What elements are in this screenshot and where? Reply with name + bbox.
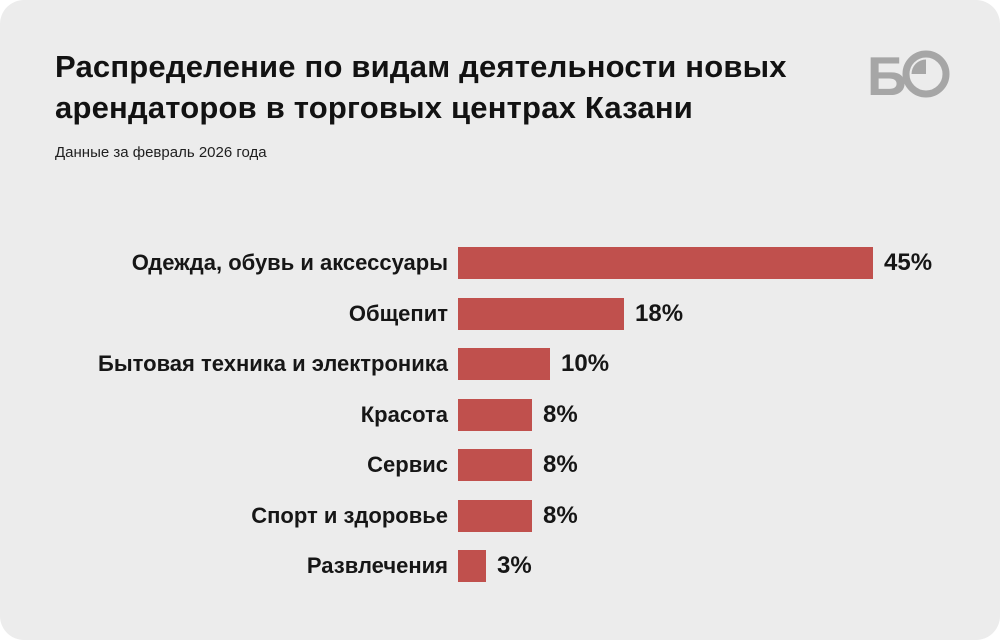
page-title: Распределение по видам деятельности новы… — [55, 49, 787, 125]
chart-rows: Одежда, обувь и аксессуары 45% Общепит 1… — [55, 238, 1000, 592]
category-label: Спорт и здоровье — [251, 502, 448, 528]
category-label: Одежда, обувь и аксессуары — [131, 250, 448, 276]
chart-row: Спорт и здоровье 8% — [55, 491, 1000, 542]
category-label: Развлечения — [306, 553, 448, 579]
header: Распределение по видам деятельности новы… — [55, 45, 952, 162]
value-label: 3% — [497, 552, 532, 580]
bo-logo-graphic: Б — [867, 45, 950, 107]
chart-row: Одежда, обувь и аксессуары 45% — [55, 238, 1000, 289]
value-label: 8% — [543, 451, 578, 479]
value-label: 8% — [543, 400, 578, 428]
bar — [458, 247, 873, 280]
bar — [458, 398, 532, 431]
subtitle: Данные за февраль 2026 года — [55, 144, 267, 161]
bar — [458, 499, 532, 532]
chart-row: Сервис 8% — [55, 440, 1000, 491]
chart-row: Красота 8% — [55, 390, 1000, 441]
logo-letter-b: Б — [868, 48, 907, 100]
category-label: Красота — [360, 401, 448, 427]
value-label: 18% — [635, 299, 684, 327]
chart-row: Развлечения 3% — [55, 541, 1000, 592]
clock-icon — [902, 50, 950, 98]
bar — [458, 449, 532, 482]
bar-chart: Одежда, обувь и аксессуары 45% Общепит 1… — [55, 238, 1000, 592]
value-label: 45% — [884, 249, 933, 277]
value-label: 10% — [561, 350, 610, 378]
chart-row: Бытовая техника и электроника 10% — [55, 339, 1000, 390]
bar — [458, 348, 550, 381]
category-label: Общепит — [348, 300, 448, 326]
bar — [458, 550, 486, 583]
category-label: Сервис — [367, 452, 448, 478]
bar — [458, 297, 624, 330]
category-label: Бытовая техника и электроника — [98, 351, 448, 377]
bo-logo: Б — [867, 45, 952, 107]
value-label: 8% — [543, 501, 578, 529]
chart-row: Общепит 18% — [55, 289, 1000, 340]
